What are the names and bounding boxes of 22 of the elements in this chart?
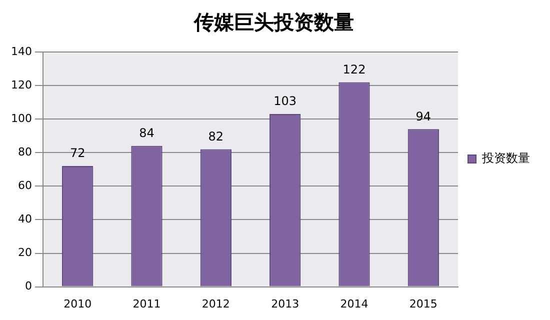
data-label: 84: [139, 126, 154, 140]
y-tick-label: 0: [24, 280, 32, 293]
y-tick-label: 140: [10, 44, 32, 58]
x-tick-label: 2013: [271, 297, 300, 310]
y-tick-label: 80: [18, 145, 32, 158]
data-label: 94: [416, 109, 432, 124]
data-label: 103: [274, 94, 297, 108]
y-tick-label: 40: [18, 212, 32, 226]
legend-label: 投资数量: [481, 151, 530, 166]
y-tick-label: 20: [18, 246, 32, 260]
x-tick-label: 2015: [409, 297, 438, 310]
data-label: 82: [208, 129, 224, 144]
data-label: 122: [342, 62, 366, 76]
x-tick-label: 2010: [64, 297, 92, 310]
y-tick-label: 120: [10, 78, 32, 92]
y-tick-label: 60: [18, 179, 32, 192]
x-tick-label: 2012: [202, 297, 230, 310]
data-label: 72: [70, 146, 86, 160]
x-tick-label: 2014: [340, 297, 368, 310]
y-tick-label: 100: [10, 112, 32, 125]
chart-title: 传媒巨头投资数量: [193, 10, 354, 34]
x-tick-label: 2011: [132, 297, 161, 310]
